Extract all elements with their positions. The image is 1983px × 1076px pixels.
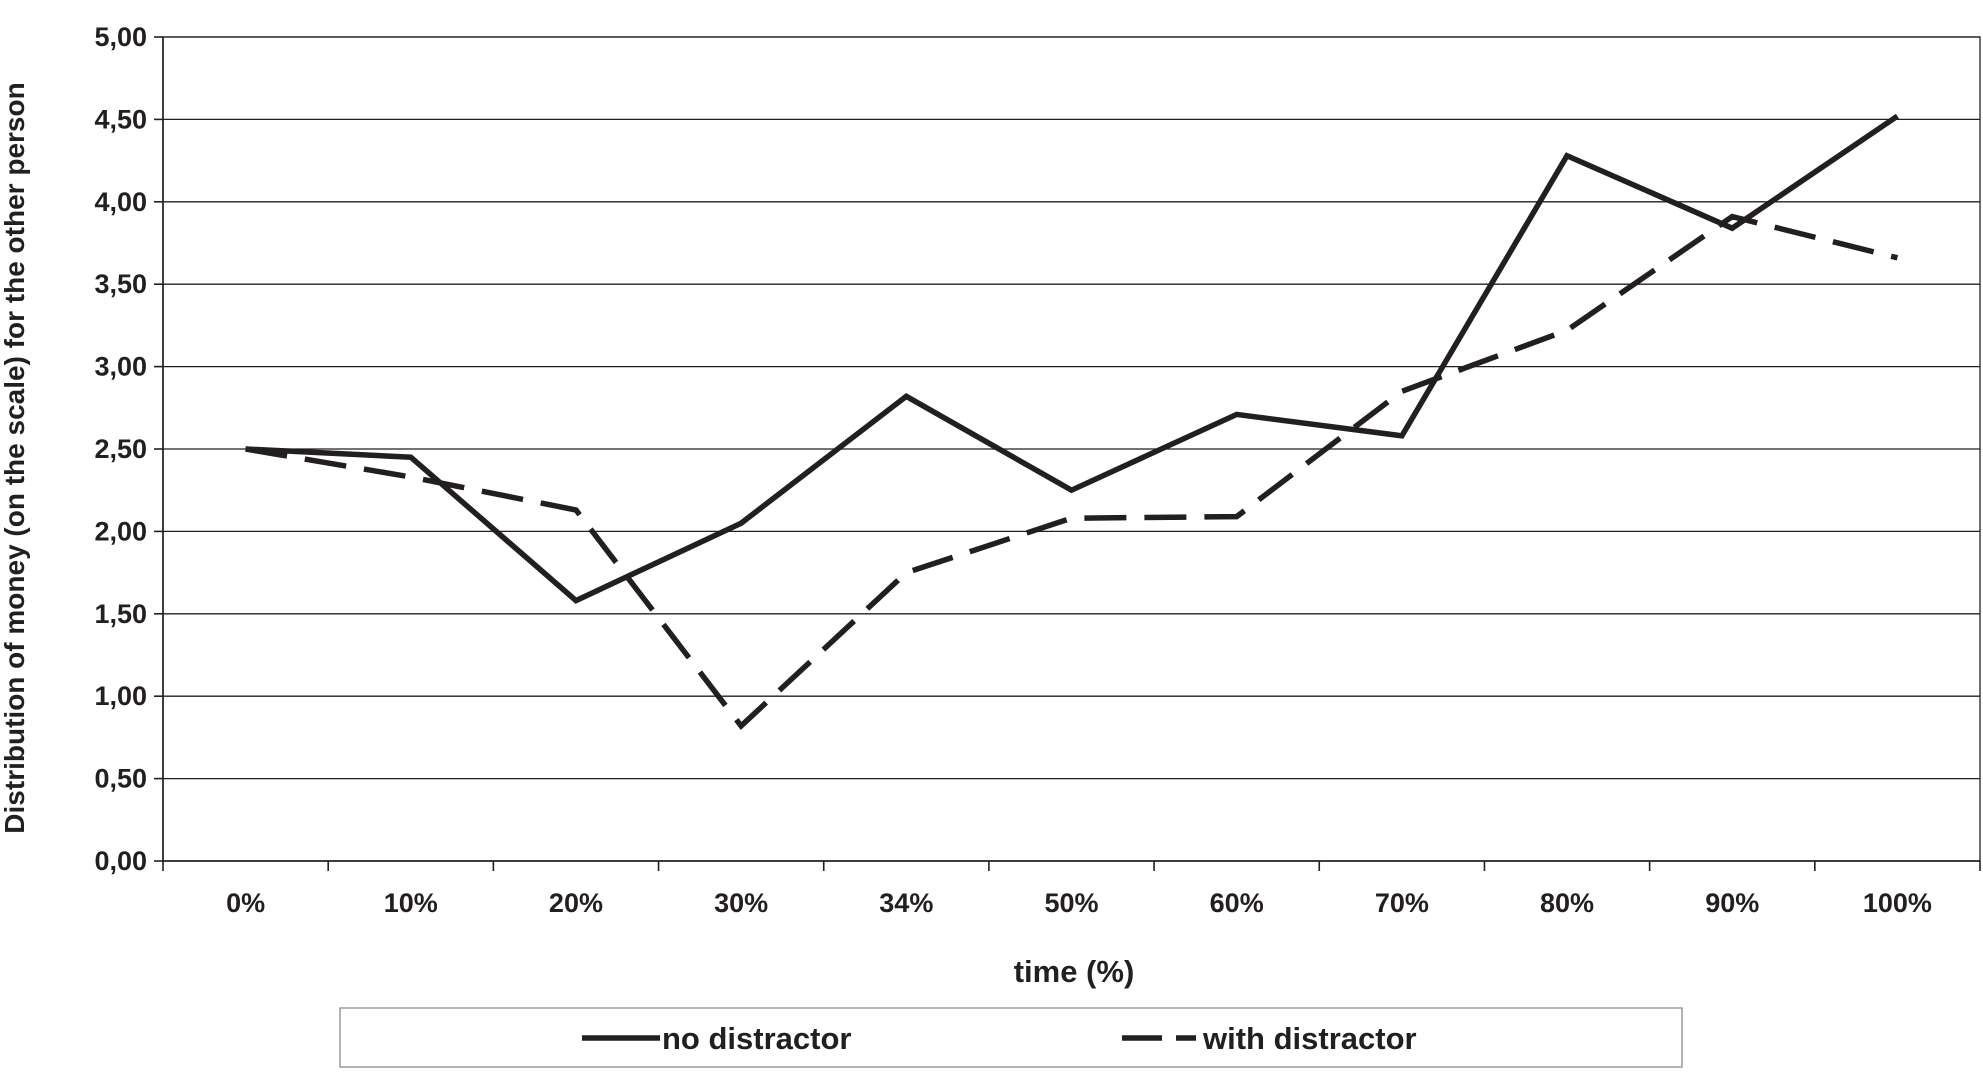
gridlines <box>163 36 1980 862</box>
x-tick-label: 0% <box>226 888 265 918</box>
x-tick-label: 70% <box>1375 888 1429 918</box>
y-tick-label: 5,00 <box>94 22 147 52</box>
series-line-no-distractor <box>245 113 1899 604</box>
series-line-with-distractor <box>245 213 1899 730</box>
x-axis-title: time (%) <box>1014 954 1135 989</box>
x-axis-tick-labels: 0% 10% 20% 30% 34% 50% 60% 70% 80% 90% 100% <box>226 888 1932 918</box>
x-tick-label: 50% <box>1044 888 1098 918</box>
y-tick-label: 0,00 <box>94 846 147 876</box>
y-tick-label: 2,50 <box>94 434 147 464</box>
y-tick-label: 2,00 <box>94 516 147 546</box>
x-tick-label: 90% <box>1705 888 1759 918</box>
legend: no distractor with distractor <box>339 1007 1683 1068</box>
x-tick-label: 100% <box>1863 888 1932 918</box>
legend-label-with-distractor: with distractor <box>1202 1021 1417 1056</box>
x-tick-label: 30% <box>714 888 768 918</box>
x-tick-label: 60% <box>1210 888 1264 918</box>
y-tick-label: 4,50 <box>94 104 147 134</box>
x-tick-label: 10% <box>384 888 438 918</box>
legend-box <box>339 1007 1683 1068</box>
x-tick-label: 34% <box>879 888 933 918</box>
series-lines <box>245 113 1899 730</box>
x-tick-label: 80% <box>1540 888 1594 918</box>
y-axis-title: Distribution of money (on the scale) for… <box>0 82 30 833</box>
legend-label-no-distractor: no distractor <box>662 1021 851 1056</box>
y-tick-label: 3,50 <box>94 269 147 299</box>
axes <box>154 36 1981 871</box>
y-tick-label: 4,00 <box>94 187 147 217</box>
y-tick-label: 1,00 <box>94 681 147 711</box>
y-tick-label: 3,00 <box>94 352 147 382</box>
y-tick-label: 0,50 <box>94 764 147 794</box>
y-tick-label: 1,50 <box>94 599 147 629</box>
y-axis-tick-labels: 0,00 0,50 1,00 1,50 2,00 2,50 3,00 3,50 4,00 4,50… <box>94 22 147 876</box>
x-tick-label: 20% <box>549 888 603 918</box>
